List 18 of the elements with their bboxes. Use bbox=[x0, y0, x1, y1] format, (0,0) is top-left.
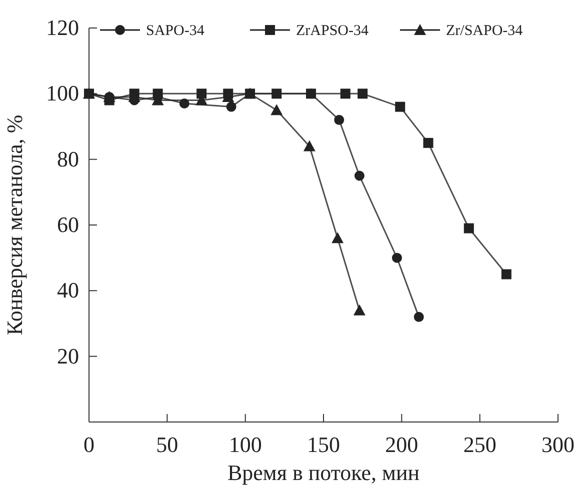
x-tick-label: 50 bbox=[156, 432, 178, 457]
y-tick-label: 40 bbox=[57, 278, 79, 303]
x-axis-title: Время в потоке, мин bbox=[227, 460, 420, 485]
x-tick-label: 0 bbox=[84, 432, 94, 457]
x-tick-label: 300 bbox=[542, 432, 574, 457]
legend-label: SAPO-34 bbox=[146, 23, 205, 39]
x-tick-label: 200 bbox=[385, 432, 418, 457]
y-tick-label: 80 bbox=[57, 146, 79, 172]
y-tick-label: 100 bbox=[46, 80, 79, 106]
legend-label: ZrAPSO-34 bbox=[296, 23, 369, 39]
legend-label: Zr/SAPO-34 bbox=[446, 23, 524, 39]
x-tick-label: 250 bbox=[463, 432, 496, 457]
y-tick-label: 60 bbox=[57, 212, 79, 237]
x-tick-label: 150 bbox=[307, 432, 340, 457]
y-axis-title: Конверсия метанола, % bbox=[2, 114, 27, 336]
y-tick-label: 120 bbox=[46, 15, 79, 40]
y-tick-label: 20 bbox=[57, 343, 79, 368]
x-tick-label: 100 bbox=[228, 432, 262, 457]
